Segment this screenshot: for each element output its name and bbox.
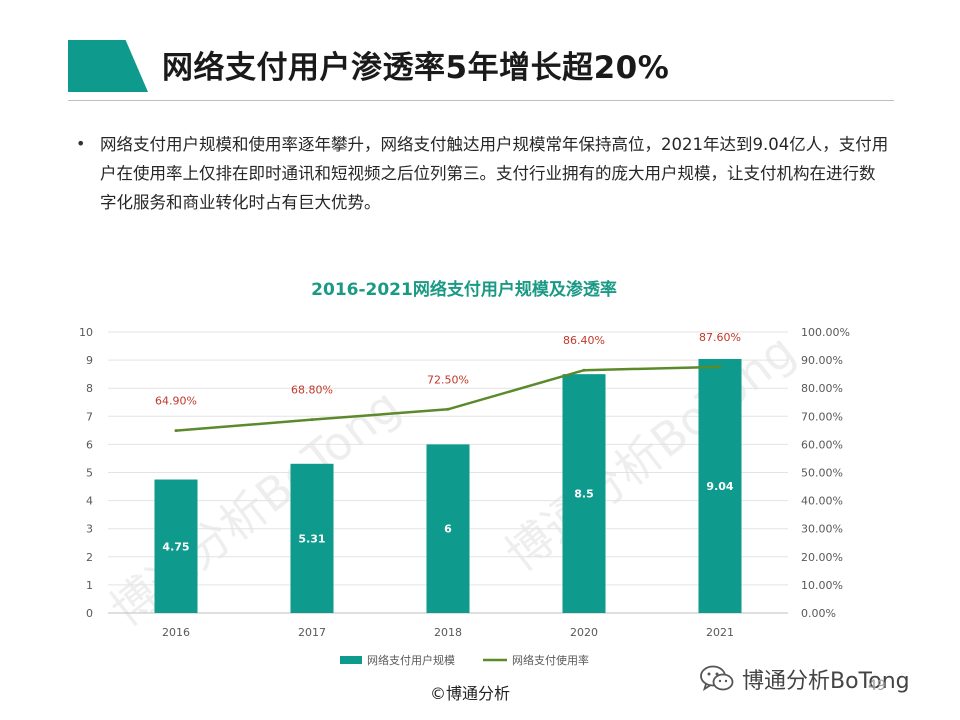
line-point	[446, 407, 450, 411]
bullet-dot-icon: •	[76, 134, 86, 153]
y-right-tick-label: 90.00%	[801, 354, 843, 367]
bar	[562, 374, 606, 613]
wechat-icon	[700, 665, 734, 692]
x-tick-label: 2018	[434, 626, 462, 639]
line-value-label: 86.40%	[563, 334, 605, 347]
y-right-tick-label: 100.00%	[801, 326, 850, 339]
x-tick-label: 2017	[298, 626, 326, 639]
y-right-tick-label: 60.00%	[801, 438, 843, 451]
x-tick-label: 2016	[162, 626, 190, 639]
bar	[426, 444, 470, 613]
bar-value-label: 5.31	[298, 532, 325, 545]
line-value-label: 68.80%	[291, 384, 333, 397]
legend-bar-label: 网络支付用户规模	[367, 653, 455, 667]
y-left-tick-label: 7	[86, 410, 93, 423]
bar	[154, 479, 198, 613]
bar-value-label: 4.75	[162, 540, 189, 553]
y-left-tick-label: 2	[86, 551, 93, 564]
bullet-text: 网络支付用户规模和使用率逐年攀升，网络支付触达用户规模常年保持高位，2021年达…	[100, 135, 889, 212]
y-left-tick-label: 5	[86, 467, 93, 480]
title-divider	[68, 100, 894, 101]
y-left-tick-label: 6	[86, 438, 93, 451]
bar-value-label: 8.5	[574, 488, 594, 501]
legend-bar-swatch	[340, 656, 362, 664]
x-tick-label: 2021	[706, 626, 734, 639]
brand-text: 博通分析BoTong	[742, 669, 910, 694]
watermark-text: 博通分析BoTong	[495, 323, 804, 581]
line-value-label: 72.50%	[427, 373, 469, 386]
y-right-tick-label: 80.00%	[801, 382, 843, 395]
y-left-tick-label: 10	[79, 326, 93, 339]
line-point	[582, 368, 586, 372]
line-value-label: 64.90%	[155, 395, 197, 408]
page-number: 49	[868, 678, 886, 694]
legend-line-label: 网络支付使用率	[512, 653, 589, 667]
y-right-tick-label: 40.00%	[801, 495, 843, 508]
y-right-tick-label: 0.00%	[801, 607, 836, 620]
y-left-tick-label: 3	[86, 523, 93, 536]
line-point	[718, 365, 722, 369]
bar	[290, 463, 334, 613]
y-right-tick-label: 70.00%	[801, 410, 843, 423]
chart-title: 2016-2021网络支付用户规模及渗透率	[311, 279, 617, 300]
line-point	[310, 418, 314, 422]
bar-value-label: 9.04	[706, 480, 733, 493]
line-value-label: 87.60%	[699, 331, 741, 344]
y-left-tick-label: 4	[86, 495, 93, 508]
y-left-tick-label: 1	[86, 579, 93, 592]
y-right-tick-label: 50.00%	[801, 467, 843, 480]
x-tick-label: 2020	[570, 626, 598, 639]
page-title: 网络支付用户渗透率5年增长超20%	[162, 50, 670, 86]
bar	[698, 358, 742, 613]
y-left-tick-label: 8	[86, 382, 93, 395]
y-left-tick-label: 9	[86, 354, 93, 367]
y-right-tick-label: 10.00%	[801, 579, 843, 592]
y-right-tick-label: 30.00%	[801, 523, 843, 536]
copyright-text: ©博通分析	[430, 684, 511, 703]
line-point	[174, 429, 178, 433]
brand-signature: 博通分析BoTong	[700, 663, 910, 695]
y-right-tick-label: 20.00%	[801, 551, 843, 564]
bar-value-label: 6	[444, 523, 452, 536]
y-left-tick-label: 0	[86, 607, 93, 620]
